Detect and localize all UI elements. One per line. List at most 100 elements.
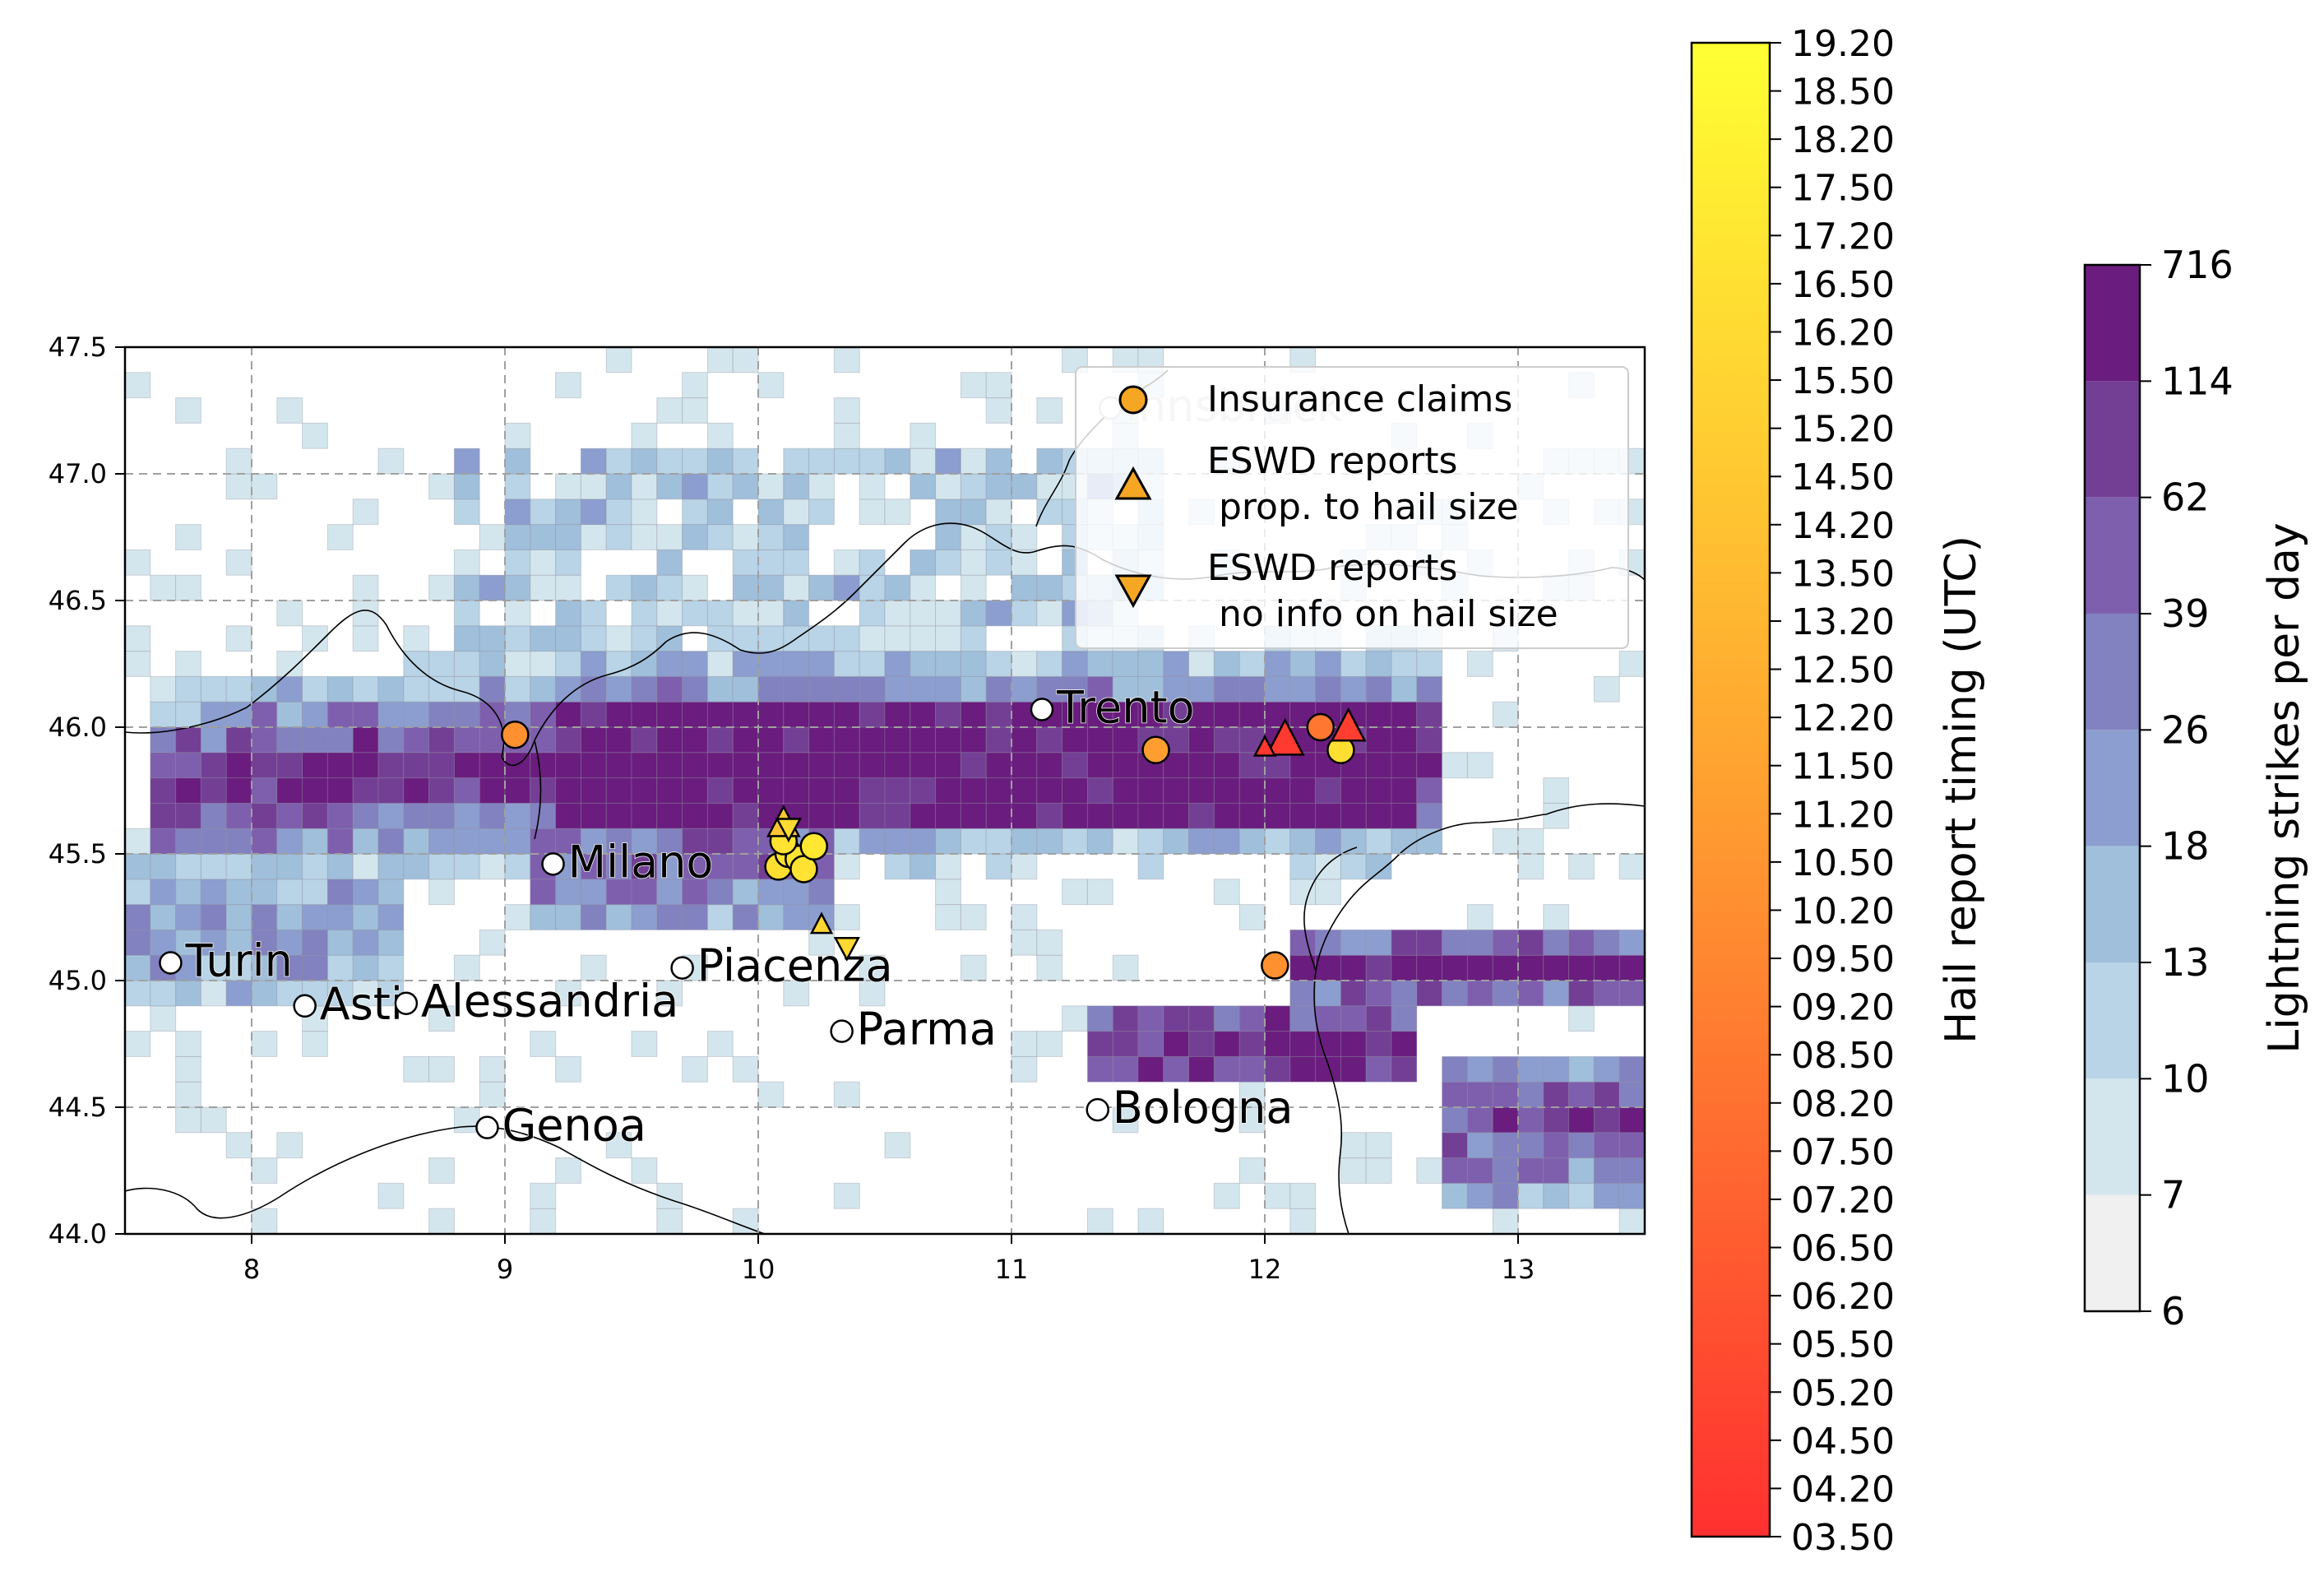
lightning-cell [453, 853, 480, 880]
lightning-cell [1391, 1031, 1418, 1057]
lightning-cell [352, 499, 379, 526]
lightning-cell [1442, 980, 1468, 1007]
lightning-cell [352, 980, 379, 1007]
lightning-cell [783, 752, 810, 779]
lightning-cell [656, 752, 683, 779]
lightning-cell [1568, 1157, 1595, 1184]
lightning-cell [175, 853, 201, 880]
lightning-cell [985, 802, 1012, 829]
lat-tick-label: 45.5 [49, 838, 107, 870]
lightning-cell [656, 524, 683, 550]
lightning-cell [1289, 980, 1317, 1007]
lightning-cell [1543, 1132, 1570, 1159]
lightning-cell [302, 904, 328, 930]
lightning-cell [706, 675, 734, 703]
lightning-cell [453, 574, 480, 601]
lightning-cell [1238, 651, 1266, 677]
lightning-cell [326, 853, 354, 880]
lightning-cell [732, 549, 759, 576]
lightning-cell [302, 828, 328, 855]
lightning-cell [960, 600, 987, 627]
lightning-cell [1011, 752, 1038, 779]
lightning-cell [352, 752, 379, 779]
lightning-cell [960, 499, 987, 526]
lightning-cell [1163, 1055, 1190, 1083]
lightning-cell [1391, 929, 1418, 956]
lightning-cell [935, 726, 961, 754]
lightning-cell [453, 448, 480, 475]
lightning-cell [1112, 802, 1139, 829]
lightning-cell [1264, 1031, 1291, 1057]
lightning-cell [1391, 802, 1418, 829]
lightning-cell [1466, 980, 1493, 1007]
lightning-cell [1264, 675, 1291, 703]
lightning-cell [1416, 651, 1443, 677]
lightning-cell [276, 802, 303, 829]
lightning-cell [1112, 954, 1139, 981]
city-marker [394, 991, 419, 1015]
lightning-colorbar-label: Lightning strikes per day [2260, 522, 2309, 1053]
lightning-cell [555, 574, 581, 601]
lightning-cell [859, 701, 886, 728]
triangle-up-icon [1114, 466, 1152, 500]
lightning-cell [1618, 1182, 1645, 1209]
lightning-cell [706, 701, 734, 728]
lightning-cell [1365, 954, 1392, 981]
lightning-cell [605, 701, 632, 728]
lightning-cell [682, 651, 708, 677]
lightning-cell [1011, 726, 1038, 754]
lightning-cell [631, 802, 658, 829]
lightning-cell [833, 1182, 860, 1209]
lightning-cell [453, 752, 480, 779]
lightning-cell [605, 524, 632, 550]
lightning-cell [225, 777, 252, 804]
lightning-cell [1391, 726, 1418, 754]
lightning-cell [732, 726, 759, 754]
lightning-cell [150, 828, 177, 855]
lightning-cell [682, 904, 708, 930]
lightning-cell [605, 448, 632, 475]
lightning-cell [428, 828, 455, 855]
lightning-cell [1264, 777, 1291, 804]
lightning-cell [200, 853, 227, 880]
lightning-cell [1062, 651, 1088, 677]
lightning-cell [1213, 1005, 1240, 1032]
lightning-cell [1315, 1005, 1341, 1032]
lightning-cell [1238, 904, 1266, 930]
lightning-cell [1315, 802, 1341, 829]
lightning-cell [453, 625, 480, 652]
lightning-cell [631, 600, 658, 627]
lightning-cell [530, 625, 557, 652]
lightning-cell [656, 726, 683, 754]
lightning-cell [910, 625, 937, 652]
lightning-cell [960, 651, 987, 677]
lightning-cell [1492, 1157, 1519, 1184]
lightning-cell [479, 828, 506, 855]
lightning-cell [682, 726, 708, 754]
lightning-cell [960, 904, 987, 930]
lightning-cell [276, 397, 303, 424]
lightning-cell [555, 701, 581, 728]
lightning-cell [1289, 651, 1317, 677]
lightning-colorbar-cell [2085, 962, 2140, 1079]
lightning-colorbar-cell [2085, 614, 2140, 730]
lightning-cell [530, 499, 557, 526]
lightning-cell [125, 980, 151, 1007]
lightning-cell [1466, 1081, 1493, 1108]
lightning-cell [783, 574, 810, 601]
lightning-cell [1466, 1055, 1493, 1083]
lightning-cell [1036, 651, 1063, 677]
lightning-cell [682, 701, 708, 728]
lightning-cell [1315, 828, 1341, 855]
lightning-cell [150, 802, 177, 829]
lightning-cell [1086, 802, 1113, 829]
lightning-cell [1289, 1055, 1317, 1083]
lightning-cell [605, 574, 632, 601]
lightning-cell [1340, 1005, 1367, 1032]
lightning-cell [985, 828, 1012, 855]
lightning-cell [555, 828, 581, 855]
lightning-cell [1062, 1005, 1088, 1032]
lightning-cell [479, 1055, 506, 1083]
lightning-cell [808, 499, 835, 526]
